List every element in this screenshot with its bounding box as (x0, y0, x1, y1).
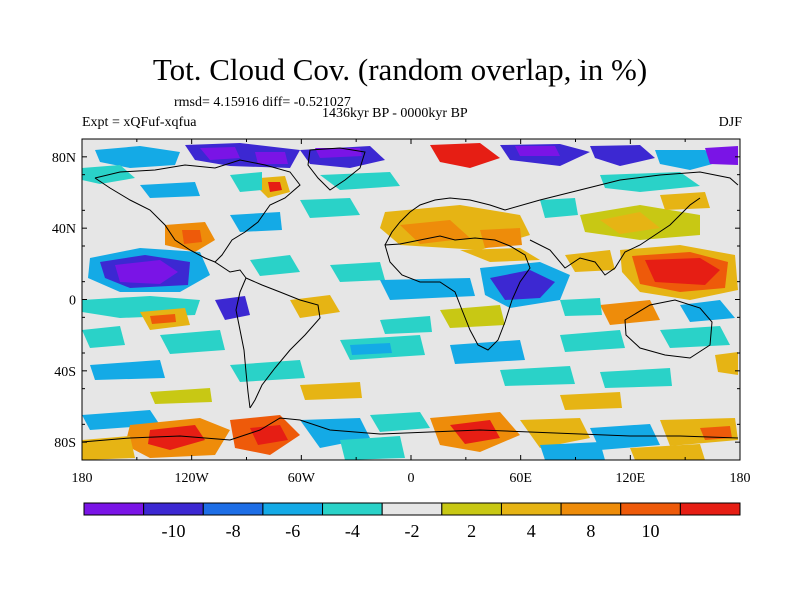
lon-tick-label: 60W (288, 471, 316, 486)
lat-tick-label: 80N (52, 151, 76, 166)
colorbar: -10 -8 -6 -4 -2 2 4 8 10 (83, 502, 741, 541)
lon-tick-label: 0 (408, 471, 415, 486)
colorbar-box (83, 502, 145, 516)
lat-tick-label: 0 (69, 294, 76, 309)
lon-tick-label: 120E (616, 471, 646, 486)
colorbar-label: -6 (285, 521, 300, 541)
colorbar-label: -4 (345, 521, 360, 541)
lon-tick-label: 180 (730, 471, 751, 486)
coastlines (82, 147, 739, 443)
colorbar-label: 8 (586, 521, 595, 541)
lat-tick-label: 80S (54, 436, 76, 451)
season-label: DJF (718, 115, 742, 130)
period-label: 1436kyr BP - 0000kyr BP (322, 106, 468, 121)
colorbar-box (679, 502, 741, 516)
colorbar-label: -2 (405, 521, 420, 541)
colorbar-box (620, 502, 681, 516)
colorbar-box (500, 502, 562, 516)
colorbar-box (322, 502, 383, 516)
colorbar-box (441, 502, 502, 516)
colorbar-label: -10 (161, 521, 185, 541)
stats-label: rmsd= 4.15916 diff= -0.521027 (174, 95, 351, 110)
colorbar-box (381, 502, 443, 516)
lon-tick-label: 180 (72, 471, 93, 486)
lat-tick-label: 40N (52, 222, 76, 237)
colorbar-label: 10 (642, 521, 660, 541)
colorbar-box (202, 502, 264, 516)
experiment-label: Expt = xQFuf-xqfua (82, 115, 197, 130)
colorbar-box (560, 502, 622, 516)
colorbar-box (143, 502, 204, 516)
plot-title: Tot. Cloud Cov. (random overlap, in %) (152, 52, 648, 87)
lat-tick-label: 40S (54, 365, 76, 380)
colorbar-label: 2 (467, 521, 476, 541)
lon-tick-label: 120W (175, 471, 210, 486)
colorbar-box (262, 502, 324, 516)
lon-tick-label: 60E (509, 471, 532, 486)
colorbar-label: -8 (226, 521, 241, 541)
colorbar-label: 4 (527, 521, 536, 541)
